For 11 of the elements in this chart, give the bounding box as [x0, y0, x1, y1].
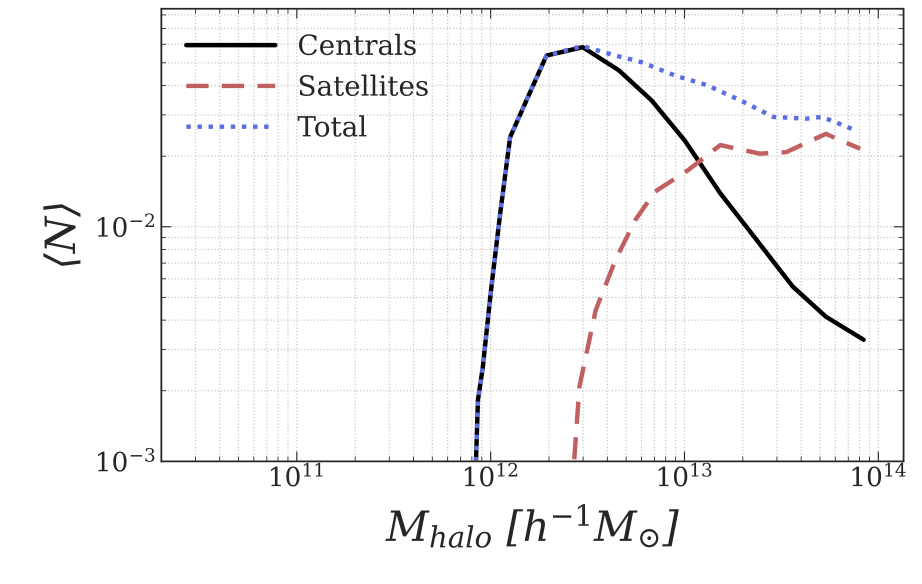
x-tick-label: 10$^{12}$: [464, 462, 518, 486]
legend-label: Satellites: [300, 74, 428, 96]
x-tick-label: 10$^{14}$: [852, 462, 906, 486]
x-axis-title: M$_{halo}$ [h$^{−1}$M$_{⊙}$]: [385, 504, 679, 548]
y-tick-label: 10$^{−3}$: [98, 448, 154, 472]
x-tick-label: 10$^{11}$: [271, 462, 322, 486]
legend-label: Centrals: [299, 34, 416, 56]
y-axis-title: ⟨N⟩: [43, 204, 80, 266]
y-tick-label: 10$^{−2}$: [98, 213, 154, 237]
x-tick-label: 10$^{13}$: [658, 462, 712, 486]
legend-label: Total: [298, 115, 366, 137]
